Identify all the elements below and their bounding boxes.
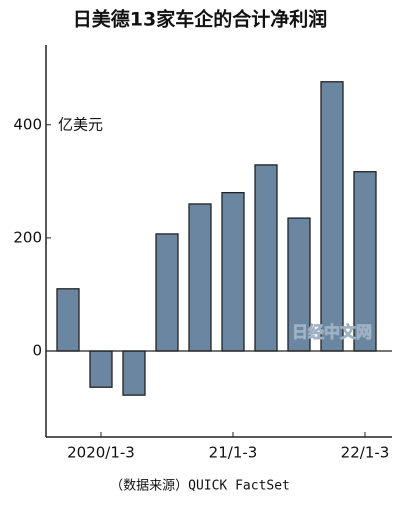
bar [320,81,344,352]
bar [254,164,278,352]
y-tick-label: 400 [13,115,42,133]
bar [56,288,80,352]
chart-title: 日美德13家车企的合计净利润 [73,8,327,31]
x-tick-label: 22/1-3 [341,444,390,462]
x-tick-label: 21/1-3 [209,444,258,462]
y-tick-label: 200 [13,228,42,246]
bar [188,203,212,352]
bar [155,233,179,352]
bar [221,191,245,352]
source: （数据来源）QUICK FactSet [110,479,290,494]
bar [122,350,146,396]
watermark: 日经中文网 [292,323,372,342]
bar [89,350,113,388]
unit-label: 亿美元 [58,116,103,134]
x-tick-label: 2020/1-3 [67,444,135,462]
y-tick-label: 0 [32,342,42,360]
